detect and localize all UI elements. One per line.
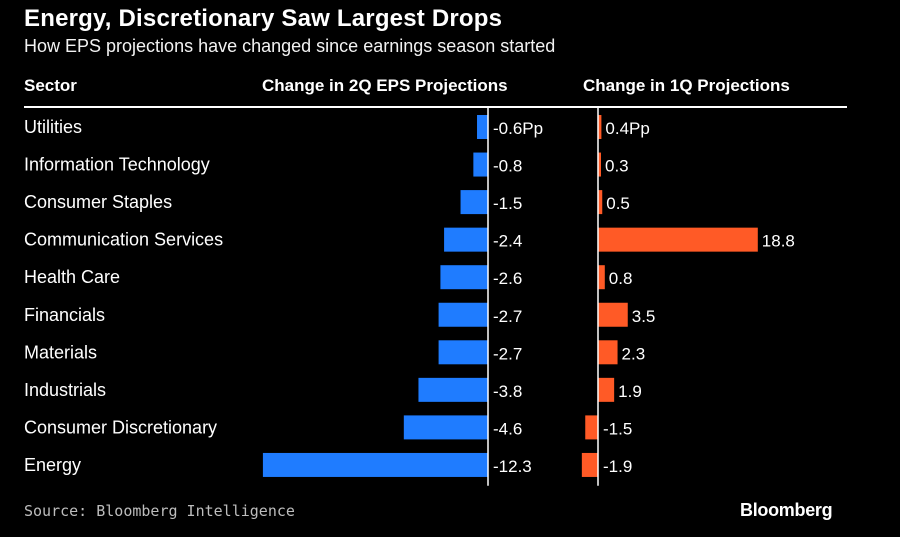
value-label-2q: -4.6 <box>493 419 522 438</box>
bar-2q <box>438 340 488 365</box>
bar-1q <box>598 340 618 365</box>
value-label-2q: -12.3 <box>493 457 532 476</box>
bar-1q <box>598 377 615 402</box>
category-label: Materials <box>24 342 97 362</box>
bar-1q <box>598 302 628 327</box>
bar-1q <box>581 452 598 477</box>
source-note: Source: Bloomberg Intelligence <box>24 502 295 520</box>
category-label: Health Care <box>24 267 120 287</box>
value-label-2q: -2.7 <box>493 307 522 326</box>
category-label: Communication Services <box>24 230 223 250</box>
sector-column-header: Sector <box>24 76 77 95</box>
value-label-1q: 0.3 <box>605 157 629 176</box>
bar-2q <box>460 190 488 215</box>
value-label-2q: -0.8 <box>493 157 522 176</box>
bar-1q <box>598 227 758 252</box>
value-label-1q: 1.9 <box>618 382 642 401</box>
value-label-1q: 0.8 <box>609 269 633 288</box>
bar-1q <box>598 265 605 290</box>
bar-2q <box>262 452 488 477</box>
category-label: Consumer Staples <box>24 192 172 212</box>
bar-1q <box>598 190 603 215</box>
bar-2q <box>477 115 488 139</box>
value-label-2q: -3.8 <box>493 382 522 401</box>
value-label-2q: -2.6 <box>493 269 522 288</box>
value-label-2q: -0.6Pp <box>493 119 543 138</box>
value-label-2q: -1.5 <box>493 194 522 213</box>
chart-subtitle: How EPS projections have changed since e… <box>24 36 556 56</box>
value-label-1q: 18.8 <box>762 232 795 251</box>
bloomberg-logo: Bloomberg <box>740 500 833 520</box>
value-label-1q: 0.5 <box>606 194 630 213</box>
bar-2q <box>440 265 488 290</box>
bar-2q <box>418 377 488 402</box>
value-label-1q: -1.5 <box>603 419 632 438</box>
bar-1q <box>585 415 598 440</box>
value-label-1q: 3.5 <box>632 307 656 326</box>
value-label-1q: 0.4Pp <box>605 119 649 138</box>
category-label: Energy <box>24 455 81 475</box>
category-label: Utilities <box>24 117 82 137</box>
value-label-2q: -2.7 <box>493 344 522 363</box>
bar-2q <box>473 152 488 177</box>
header-divider <box>24 106 847 108</box>
1q-column-header: Change in 1Q Projections <box>583 76 790 95</box>
bar-2q <box>438 302 488 327</box>
category-label: Information Technology <box>24 155 210 175</box>
2q-column-header: Change in 2Q EPS Projections <box>262 76 508 95</box>
bar-2q <box>444 227 488 252</box>
bar-1q <box>598 115 602 139</box>
category-label: Industrials <box>24 380 106 400</box>
bar-1q <box>598 152 601 177</box>
value-label-1q: 2.3 <box>622 344 646 363</box>
value-label-2q: -2.4 <box>493 232 522 251</box>
chart-title: Energy, Discretionary Saw Largest Drops <box>24 5 503 32</box>
category-label: Financials <box>24 305 105 325</box>
bar-2q <box>403 415 488 440</box>
category-label: Consumer Discretionary <box>24 417 217 437</box>
value-label-1q: -1.9 <box>603 457 632 476</box>
